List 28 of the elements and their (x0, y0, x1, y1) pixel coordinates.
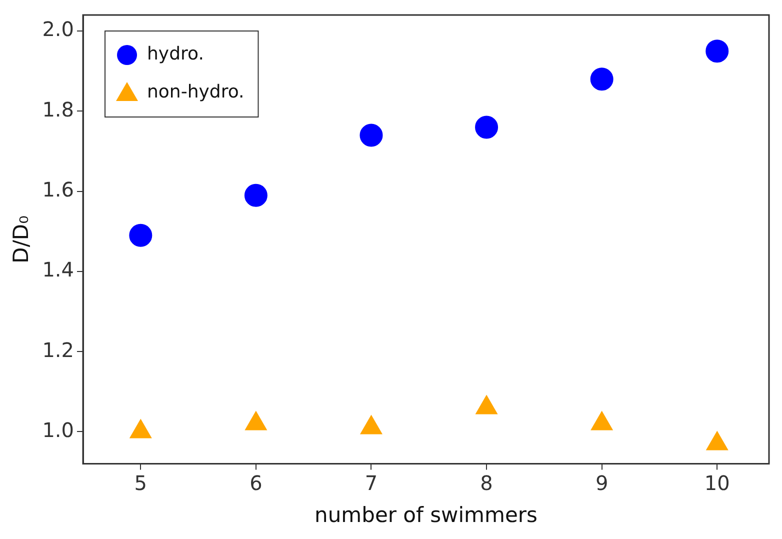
legend-label: non-hydro. (147, 82, 244, 103)
x-tick-label: 6 (250, 471, 262, 496)
x-tick-label: 10 (704, 471, 730, 496)
point (590, 411, 613, 430)
y-tick-label: 1.8 (42, 97, 74, 122)
point (245, 411, 267, 430)
point (706, 431, 728, 450)
y-tick-label: 2.0 (42, 17, 74, 42)
x-tick-label: 7 (364, 471, 378, 496)
point (129, 224, 152, 247)
y-tick-label: 1.6 (42, 178, 74, 202)
legend-label: hydro. (147, 44, 204, 65)
point (130, 419, 152, 438)
point (706, 40, 729, 63)
point (475, 116, 498, 139)
x-tick-label: 5 (134, 471, 148, 496)
point (360, 415, 382, 434)
point (244, 184, 268, 207)
y-tick-label: 1.2 (42, 338, 74, 362)
y-tick-label: 1.0 (42, 418, 74, 442)
x-tick-label: 9 (595, 471, 608, 496)
x-axis-title: number of swimmers (314, 502, 538, 527)
y-tick-label: 1.4 (42, 258, 74, 282)
point (360, 124, 383, 147)
point (590, 68, 614, 91)
y-axis-title: D/D₀ (9, 215, 34, 264)
x-tick-label: 8 (480, 471, 493, 496)
point (476, 395, 498, 414)
